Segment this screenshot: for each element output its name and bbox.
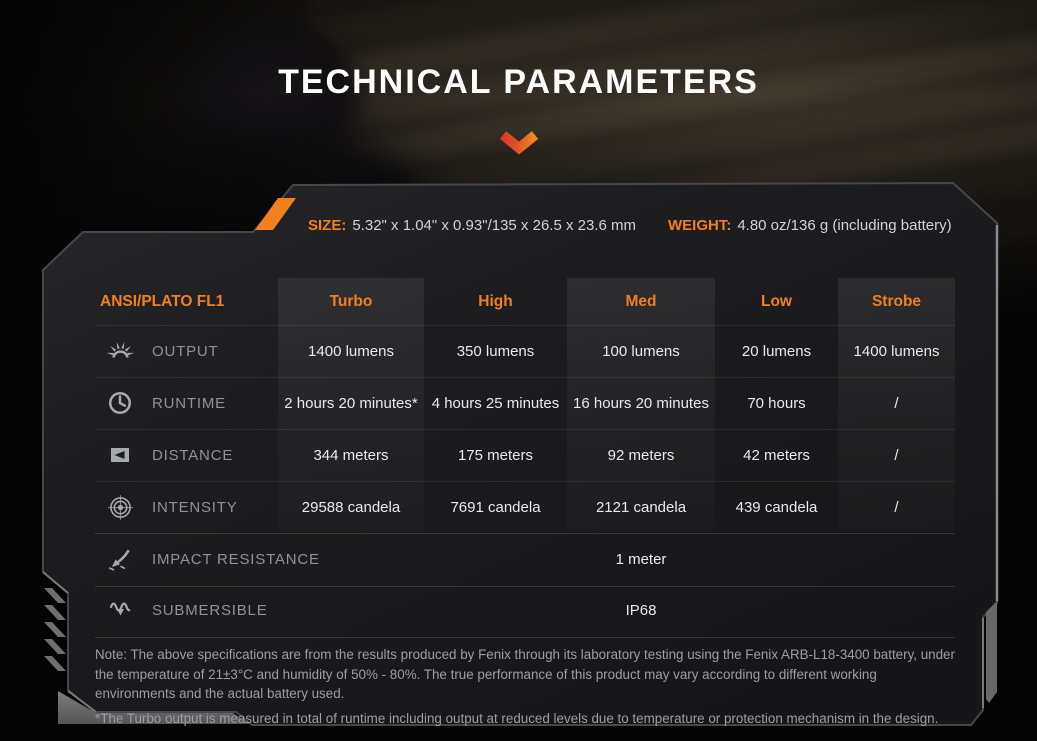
runtime-strobe: /: [894, 394, 899, 412]
output-low: 20 lumens: [741, 342, 812, 360]
weight-label: WEIGHT:: [667, 217, 732, 234]
distance-low: 42 meters: [743, 446, 810, 464]
output-high: 350 lumens: [456, 342, 535, 360]
output-turbo: 1400 lumens: [308, 342, 394, 360]
note-text: Note: The above specifications are from …: [95, 647, 955, 702]
spec-table: ANSI/PLATO FL1 Turbo High Med Low Strobe: [95, 278, 955, 638]
page-title: TECHNICAL PARAMETERS: [278, 63, 759, 101]
size-spec: SIZE: 5.32" x 1.04" x 0.93"/135 x 26.5 x …: [308, 217, 636, 234]
intensity-high: 7691 candela: [450, 498, 541, 516]
runtime-icon: [105, 390, 135, 416]
size-weight-line: SIZE: 5.32" x 1.04" x 0.93"/135 x 26.5 x …: [308, 217, 952, 234]
right-accent-bar: [986, 601, 997, 703]
header-ansi-plato: ANSI/PLATO FL1: [100, 292, 225, 310]
runtime-med: 16 hours 20 minutes: [573, 394, 709, 412]
header-high: High: [478, 292, 513, 310]
submersible-value: IP68: [625, 602, 657, 619]
distance-turbo: 344 meters: [313, 446, 389, 464]
header-turbo: Turbo: [329, 292, 373, 310]
row-label: INTENSITY: [152, 498, 238, 516]
row-label-cell: IMPACT RESISTANCE: [95, 547, 320, 573]
orange-accent-stripe: [255, 198, 296, 230]
intensity-strobe: /: [894, 498, 899, 516]
column-shade-med: [567, 278, 715, 531]
runtime-turbo: 2 hours 20 minutes*: [284, 394, 418, 412]
column-shade-strobe: [838, 278, 955, 531]
submersible-icon: [105, 598, 135, 624]
row-label: RUNTIME: [152, 394, 226, 412]
row-label-cell: INTENSITY: [95, 494, 278, 520]
panel-edge-highlight: [42, 571, 984, 713]
bottom-accent-bar: [58, 691, 250, 724]
column-shade-turbo: [278, 278, 424, 531]
row-label-cell: SUBMERSIBLE: [95, 598, 268, 624]
chevron-down-icon: [496, 129, 542, 157]
table-row-intensity: INTENSITY 29588 candela 7691 candela 212…: [95, 481, 955, 533]
header-med: Med: [625, 292, 657, 310]
impact-resistance-value: 1 meter: [615, 551, 667, 568]
row-separator: [95, 429, 955, 430]
row-separator: [95, 637, 955, 638]
hazard-stripes-icon: [44, 588, 66, 671]
row-separator: [95, 586, 955, 587]
row-label-cell: DISTANCE: [95, 442, 278, 468]
header-strobe: Strobe: [871, 292, 922, 310]
size-value: 5.32" x 1.04" x 0.93"/135 x 26.5 x 23.6 …: [352, 217, 636, 234]
row-separator: [95, 377, 955, 378]
impact-icon: [105, 547, 135, 573]
header-low: Low: [761, 292, 792, 310]
distance-icon: [105, 442, 135, 468]
intensity-med: 2121 candela: [595, 498, 687, 516]
runtime-low: 70 hours: [747, 394, 806, 412]
row-label-cell: RUNTIME: [95, 390, 278, 416]
table-row-output: OUTPUT 1400 lumens 350 lumens 100 lumens…: [95, 325, 955, 377]
table-row-submersible: SUBMERSIBLE IP68: [95, 586, 955, 635]
row-separator: [95, 325, 955, 326]
output-strobe: 1400 lumens: [853, 342, 940, 360]
distance-med: 92 meters: [607, 446, 675, 464]
footnotes: Note: The above specifications are from …: [95, 645, 959, 729]
row-separator: [95, 533, 955, 534]
row-label: DISTANCE: [152, 446, 234, 464]
distance-strobe: /: [894, 446, 899, 464]
row-label: SUBMERSIBLE: [152, 602, 268, 619]
weight-value: 4.80 oz/136 g (including battery): [737, 217, 952, 234]
intensity-turbo: 29588 candela: [301, 498, 401, 516]
table-header-row: ANSI/PLATO FL1 Turbo High Med Low Strobe: [95, 278, 955, 325]
weight-spec: WEIGHT: 4.80 oz/136 g (including battery): [668, 217, 952, 234]
intensity-low: 439 candela: [735, 498, 818, 516]
output-icon: [105, 338, 135, 364]
row-label: IMPACT RESISTANCE: [152, 551, 320, 568]
intensity-icon: [105, 494, 135, 520]
table-row-runtime: RUNTIME 2 hours 20 minutes* 4 hours 25 m…: [95, 377, 955, 429]
size-label: SIZE:: [308, 217, 347, 234]
row-separator: [95, 481, 955, 482]
row-label-cell: OUTPUT: [95, 338, 278, 364]
row-label: OUTPUT: [152, 342, 219, 360]
table-row-distance: DISTANCE 344 meters 175 meters 92 meters…: [95, 429, 955, 481]
table-row-impact-resistance: IMPACT RESISTANCE 1 meter: [95, 533, 955, 586]
output-med: 100 lumens: [602, 342, 680, 360]
turbo-note-text: *The Turbo output is measured in total o…: [95, 711, 939, 727]
distance-high: 175 meters: [457, 446, 534, 464]
runtime-high: 4 hours 25 minutes: [431, 394, 560, 412]
